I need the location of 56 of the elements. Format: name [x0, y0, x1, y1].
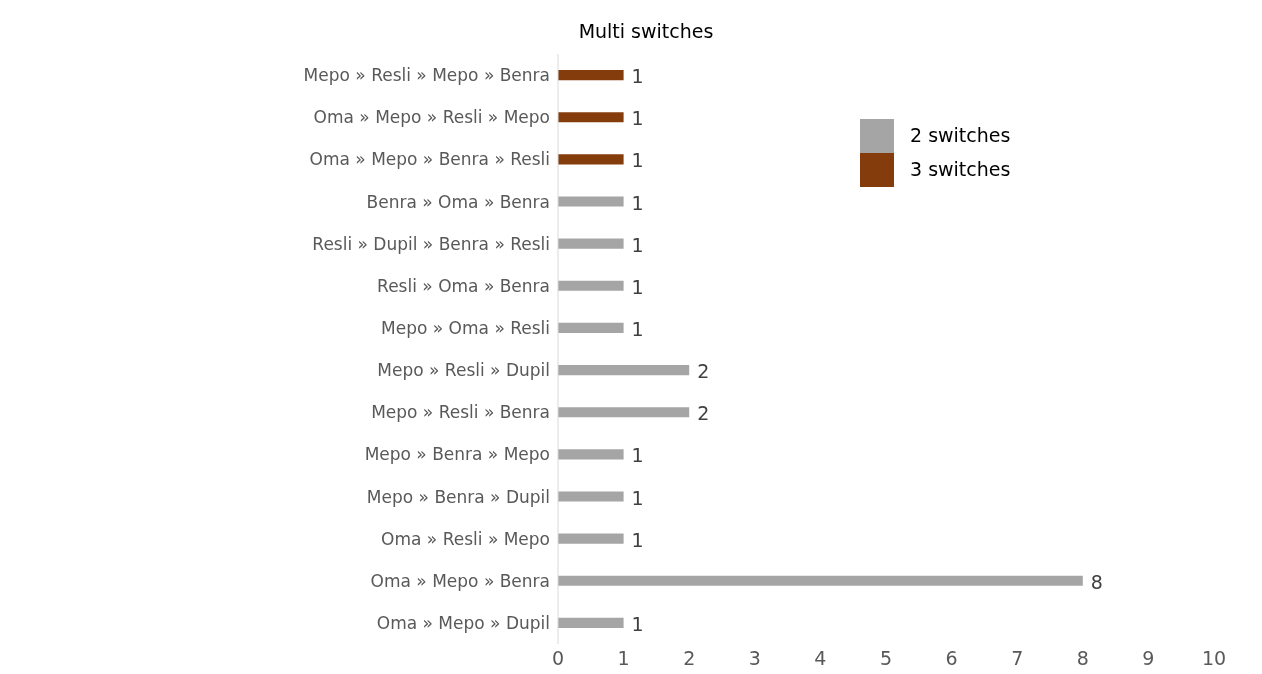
- data-label: 1: [631, 275, 644, 298]
- x-tick-label: 8: [1076, 647, 1089, 670]
- data-label: 1: [631, 65, 644, 88]
- data-label: 1: [631, 486, 644, 509]
- y-tick-label: Mepo » Benra » Mepo: [364, 444, 550, 465]
- y-tick-label: Oma » Resli » Mepo: [381, 528, 550, 549]
- x-tick-label: 1: [617, 647, 630, 670]
- data-label: 1: [631, 444, 644, 467]
- bar: [558, 238, 624, 249]
- y-tick-label: Resli » Oma » Benra: [377, 275, 550, 296]
- y-tick-label: Oma » Mepo » Dupil: [376, 612, 550, 633]
- x-tick-label: 6: [945, 647, 958, 670]
- y-tick-label: Mepo » Resli » Dupil: [377, 360, 550, 381]
- bar: [558, 617, 624, 628]
- bar: [558, 575, 1083, 586]
- bar: [558, 112, 624, 123]
- y-tick-label: Oma » Mepo » Benra » Resli: [309, 149, 550, 170]
- data-label: 1: [631, 149, 644, 172]
- x-tick-label: 5: [879, 647, 893, 670]
- y-tick-label: Benra » Oma » Benra: [366, 191, 550, 212]
- y-tick-label: Mepo » Benra » Dupil: [366, 486, 550, 507]
- bar: [558, 491, 624, 502]
- x-tick-label: 0: [551, 647, 565, 670]
- bar: [558, 154, 624, 165]
- bar: [558, 407, 690, 418]
- legend-label: 2 switches: [910, 123, 1011, 146]
- data-label: 1: [631, 528, 644, 551]
- data-label: 1: [631, 612, 644, 635]
- x-tick-label: 7: [1011, 647, 1024, 670]
- bar: [558, 322, 624, 333]
- y-tick-label: Mepo » Resli » Mepo » Benra: [303, 65, 550, 86]
- data-label: 2: [697, 360, 710, 383]
- x-tick-label: 10: [1201, 647, 1227, 670]
- bar: [558, 533, 624, 544]
- bar: [558, 449, 624, 460]
- x-tick-label: 4: [814, 647, 827, 670]
- bar: [558, 70, 624, 81]
- data-label: 1: [631, 107, 644, 130]
- y-tick-label: Oma » Mepo » Benra: [370, 570, 550, 591]
- y-tick-label: Mepo » Resli » Benra: [371, 402, 550, 423]
- data-label: 1: [631, 317, 644, 340]
- y-tick-label: Oma » Mepo » Resli » Mepo: [313, 107, 550, 128]
- chart-title: Multi switches: [577, 19, 715, 44]
- data-label: 2: [697, 402, 710, 425]
- x-tick-label: 9: [1142, 647, 1155, 670]
- legend-label: 3 switches: [910, 157, 1011, 180]
- x-tick-label: 3: [748, 647, 761, 670]
- x-tick-label: 2: [683, 647, 696, 670]
- bar: [558, 196, 624, 207]
- data-label: 1: [631, 233, 644, 256]
- bar: [558, 280, 624, 291]
- data-label: 1: [631, 191, 644, 214]
- bar: [558, 365, 690, 376]
- y-tick-label: Mepo » Oma » Resli: [381, 317, 550, 338]
- y-tick-label: Resli » Dupil » Benra » Resli: [312, 233, 550, 254]
- data-label: 8: [1090, 570, 1103, 593]
